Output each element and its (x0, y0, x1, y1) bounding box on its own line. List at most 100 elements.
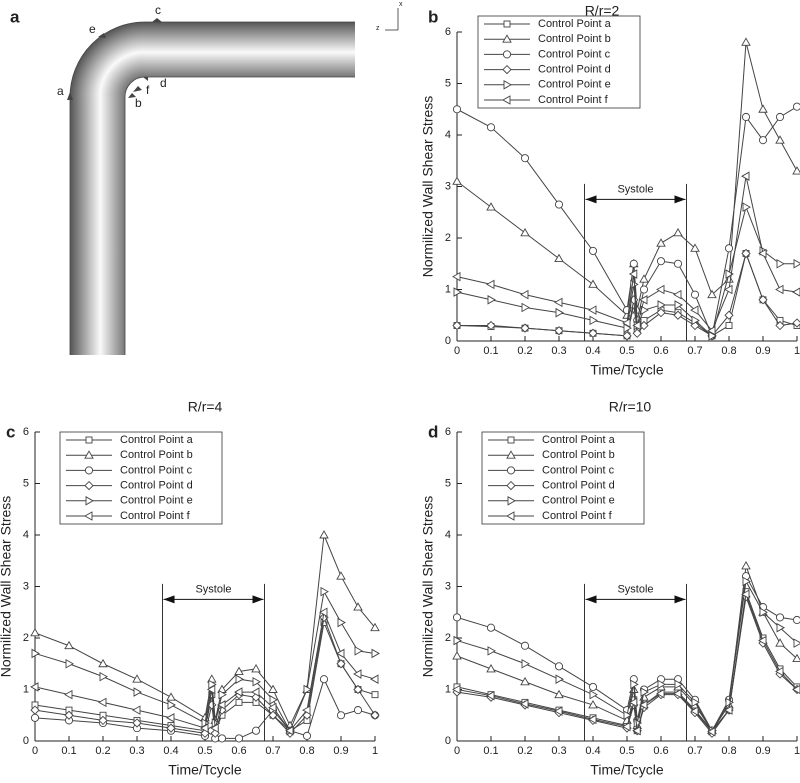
y-tick-label: 1 (445, 283, 451, 295)
x-axis-label: Time/Tcycle (168, 762, 242, 778)
x-tick-label: 0.3 (551, 745, 566, 757)
data-point (622, 318, 631, 328)
x-tick-label: 0.4 (585, 745, 600, 757)
data-point (132, 718, 142, 728)
legend: Control Point a Control Point b Control Po… (481, 431, 645, 525)
data-point (98, 658, 108, 668)
data-point (640, 687, 649, 697)
data-point (656, 284, 665, 295)
data-point (793, 258, 800, 269)
point-label: c (155, 3, 161, 17)
data-point (673, 310, 683, 320)
data-point (588, 328, 598, 338)
data-point (588, 682, 598, 691)
legend-marker (85, 496, 94, 506)
data-point (588, 714, 597, 725)
legend-label: Control Point c (542, 464, 615, 476)
data-point (622, 331, 632, 341)
data-point (554, 689, 564, 699)
arrow-head (674, 595, 686, 604)
data-point (132, 705, 141, 715)
data-point (742, 576, 751, 587)
x-tick-label: 0.3 (129, 745, 144, 757)
data-point (319, 675, 329, 684)
series-line (456, 176, 798, 332)
y-tick-label: 1 (445, 683, 451, 695)
x-tick-label: 0.3 (551, 345, 566, 357)
data-point (268, 684, 278, 693)
data-point (218, 689, 227, 700)
data-point (690, 290, 700, 299)
data-point (520, 641, 530, 650)
data-point (741, 560, 751, 570)
data-point (30, 682, 39, 692)
legend-box (477, 15, 641, 109)
data-point (555, 674, 564, 684)
data-point (486, 663, 496, 673)
x-tick-label: 0.6 (653, 745, 668, 757)
data-point (303, 684, 312, 695)
data-point (793, 638, 800, 648)
x-tick-label: 0.8 (721, 745, 736, 757)
series-line (456, 596, 798, 735)
x-tick-label: 0.4 (585, 345, 600, 357)
data-point (452, 320, 462, 331)
series-line (34, 615, 376, 735)
legend-label: Control Point b (538, 33, 611, 45)
y-tick-label: 4 (23, 529, 29, 541)
data-point (486, 123, 496, 132)
axis-icon-label: z (376, 25, 380, 32)
data-point (166, 692, 176, 701)
x-tick-label: 0.2 (517, 345, 532, 357)
x-tick-label: 0.6 (653, 345, 668, 357)
data-point (65, 658, 74, 669)
data-point (487, 646, 496, 656)
data-point (208, 679, 217, 690)
data-point (776, 258, 785, 269)
legend-marker (84, 466, 94, 475)
arrow-head (585, 195, 597, 204)
data-point (30, 705, 40, 715)
data-point (792, 287, 800, 297)
data-point (674, 679, 683, 690)
legend-marker (506, 450, 516, 459)
data-point (639, 274, 649, 283)
data-point (775, 666, 784, 677)
point-label: a (57, 84, 64, 98)
x-tick-label: 0.5 (619, 345, 634, 357)
data-point (252, 676, 261, 687)
data-point (234, 734, 244, 743)
x-tick-label: 0 (454, 745, 460, 757)
data-point (336, 648, 345, 659)
data-point (353, 684, 363, 695)
data-point (775, 284, 784, 295)
data-point (320, 586, 329, 597)
x-tick-label: 0.8 (721, 345, 736, 357)
data-point (674, 300, 683, 310)
legend-marker (506, 480, 516, 491)
pipe-diagram (67, 8, 399, 355)
x-axis-label: Time/Tcycle (590, 362, 664, 378)
data-point (656, 688, 665, 699)
y-tick-label: 6 (445, 26, 451, 38)
data-point (452, 105, 462, 114)
data-point (639, 700, 648, 710)
pipe-horizontal (145, 22, 355, 77)
data-point (741, 112, 751, 122)
y-tick-label: 2 (445, 232, 451, 244)
data-point (792, 653, 800, 663)
data-point (370, 622, 380, 632)
data-point (520, 289, 529, 300)
legend-label: Control Point d (120, 480, 193, 492)
legend-label: Control Point b (542, 449, 615, 461)
chart-title: R/r=10 (609, 399, 652, 415)
legend: Control Point a Control Point b Control Po… (59, 431, 223, 525)
legend-label: Control Point a (542, 434, 616, 446)
data-point (690, 706, 699, 716)
data-point (724, 705, 733, 715)
legend-box (59, 431, 223, 525)
data-point (555, 307, 564, 318)
data-point (520, 699, 529, 709)
data-point (235, 674, 244, 684)
